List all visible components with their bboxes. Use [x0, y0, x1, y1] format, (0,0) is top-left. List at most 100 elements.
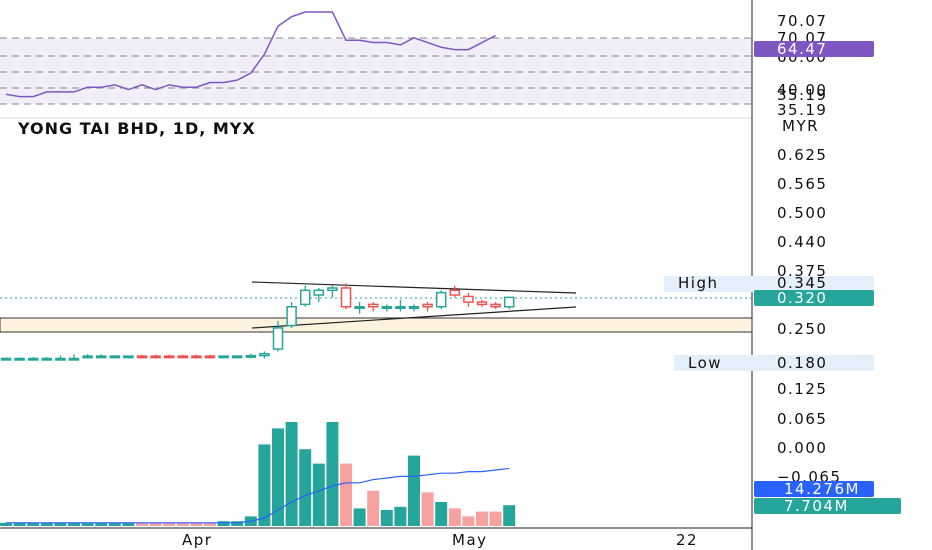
volume-bar: [13, 522, 26, 526]
candle-body: [354, 306, 365, 309]
candle-body: [95, 355, 107, 359]
volume-bar: [176, 522, 189, 526]
candle-body: [204, 355, 216, 359]
volume-bar: [108, 522, 121, 526]
candle-body: [327, 287, 338, 292]
rsi-layer: [5, 11, 496, 98]
low-value: 0.180: [777, 354, 827, 372]
rsi-tick-1: 70.07: [777, 12, 827, 30]
candle-body: [340, 287, 352, 308]
candle-body: [177, 355, 189, 359]
volume-bar: [476, 511, 488, 526]
price-tick-3: 0.500: [777, 204, 827, 222]
rsi-tick-5: 35.19: [777, 86, 827, 104]
triangle-upper-line: [251, 281, 577, 294]
volume-ma-tag: [754, 481, 874, 497]
volume-bar: [462, 516, 475, 526]
candle-body: [259, 353, 270, 357]
volume-bar: [163, 522, 176, 526]
low-tag: [674, 355, 874, 371]
price-tick-5: 0.375: [777, 262, 827, 280]
triangle-lower-line: [251, 306, 577, 329]
volume-bar: [340, 463, 352, 526]
volume-bar: [122, 522, 135, 526]
volume-bar: [503, 505, 516, 526]
candle-body: [449, 289, 461, 296]
candle-layer: [0, 283, 515, 361]
volume-ma-value: 14.276M: [784, 480, 860, 498]
candle-body: [82, 355, 93, 359]
candle-body: [408, 306, 420, 309]
candle-body: [123, 355, 134, 359]
low-label: Low: [688, 354, 722, 372]
volume-bar: [353, 508, 366, 526]
candle-body: [191, 355, 202, 359]
rsi-tick-4: 40.00: [777, 81, 827, 99]
rsi-current-tag: [754, 41, 874, 57]
volume-bar: [448, 508, 461, 526]
volume-value: 7.704M: [784, 497, 849, 515]
candle-body: [27, 357, 39, 361]
volume-bar: [0, 522, 12, 526]
candle-body: [381, 306, 393, 309]
candle-body: [245, 354, 257, 358]
volume-bar: [95, 522, 108, 526]
time-tick-may: May: [452, 531, 488, 549]
candle-body: [109, 355, 121, 359]
candle-body: [136, 355, 148, 359]
rsi-tick-6: 35.19: [777, 101, 827, 119]
volume-layer: [0, 422, 516, 526]
candle-body: [422, 303, 433, 308]
candle-body: [313, 289, 325, 296]
chart-title: YONG TAI BHD, 1D, MYX: [17, 119, 256, 138]
candle-body: [367, 303, 379, 308]
rsi-current-value: 64.47: [777, 40, 827, 58]
price-tick-7: 0.125: [777, 380, 827, 398]
candle-body: [286, 306, 297, 327]
volume-bar: [394, 506, 407, 526]
volume-bar: [272, 428, 284, 526]
high-label: High: [678, 274, 718, 292]
volume-bar: [258, 444, 271, 526]
volume-bar: [68, 522, 80, 526]
candle-body: [150, 355, 161, 359]
volume-bar: [149, 522, 162, 526]
price-tick-1: 0.625: [777, 146, 827, 164]
candle-body: [68, 357, 80, 361]
candle-body: [163, 355, 175, 359]
rsi-line: [5, 11, 496, 98]
volume-bar: [204, 522, 216, 526]
volume-bar: [489, 511, 502, 526]
candle-body: [463, 295, 474, 303]
volume-tag: [754, 498, 901, 514]
volume-bar: [231, 521, 244, 526]
candle-body: [503, 296, 515, 308]
rsi-band: [0, 38, 752, 104]
candle-body: [299, 289, 311, 306]
candle-body: [395, 306, 406, 309]
volume-bar: [40, 522, 53, 526]
candle-body: [218, 355, 229, 359]
volume-ma-line: [6, 467, 510, 524]
candle-body: [476, 301, 488, 306]
currency-label: MYR: [782, 117, 819, 135]
volume-bar: [27, 522, 40, 526]
candle-body: [0, 357, 12, 361]
volume-bar: [367, 490, 380, 526]
candle-body: [41, 357, 53, 361]
current-price-tag: [754, 290, 874, 306]
volume-bar: [217, 521, 230, 526]
price-tick-4: 0.440: [777, 233, 827, 251]
volume-bar: [435, 502, 448, 526]
support-zone: [0, 317, 753, 333]
candle-body: [14, 357, 25, 361]
high-value: 0.345: [777, 274, 827, 292]
volume-bar: [285, 422, 298, 526]
volume-bar: [312, 463, 325, 526]
price-tick-6: 0.250: [777, 320, 827, 338]
volume-bar: [81, 522, 94, 526]
volume-bar: [299, 449, 312, 526]
volume-bar: [136, 522, 148, 526]
candle-body: [435, 291, 447, 308]
